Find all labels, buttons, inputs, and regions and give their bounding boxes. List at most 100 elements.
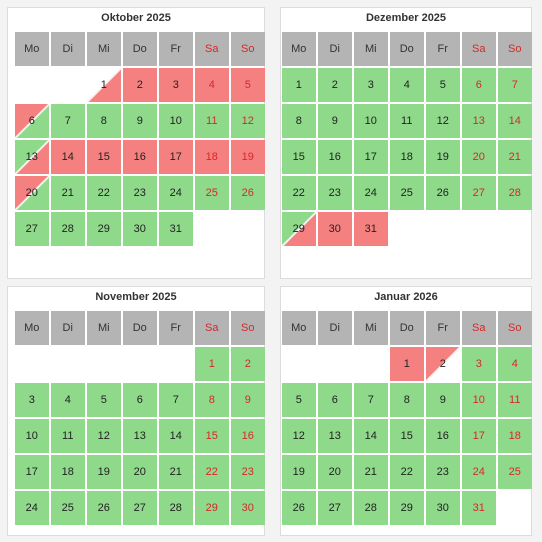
day-cell[interactable]: 15	[195, 419, 229, 453]
day-cell[interactable]: 7	[354, 383, 388, 417]
day-cell[interactable]: 24	[15, 491, 49, 525]
day-cell[interactable]: 8	[195, 383, 229, 417]
day-cell[interactable]: 1	[282, 68, 316, 102]
day-cell[interactable]: 13	[123, 419, 157, 453]
day-cell[interactable]: 15	[87, 140, 121, 174]
day-cell[interactable]: 31	[354, 212, 388, 246]
day-cell[interactable]: 14	[159, 419, 193, 453]
day-cell[interactable]: 17	[15, 455, 49, 489]
day-cell[interactable]: 19	[282, 455, 316, 489]
day-cell[interactable]: 7	[159, 383, 193, 417]
day-cell[interactable]: 11	[390, 104, 424, 138]
day-cell[interactable]: 29	[195, 491, 229, 525]
day-cell[interactable]: 10	[462, 383, 496, 417]
day-cell[interactable]: 1	[390, 347, 424, 381]
day-cell[interactable]: 4	[498, 347, 532, 381]
day-cell[interactable]: 10	[15, 419, 49, 453]
day-cell[interactable]: 2	[426, 347, 460, 381]
day-cell[interactable]: 9	[318, 104, 352, 138]
day-cell[interactable]: 23	[318, 176, 352, 210]
day-cell[interactable]: 9	[123, 104, 157, 138]
day-cell[interactable]: 30	[123, 212, 157, 246]
day-cell[interactable]: 5	[282, 383, 316, 417]
day-cell[interactable]: 26	[282, 491, 316, 525]
day-cell[interactable]: 21	[51, 176, 85, 210]
day-cell[interactable]: 17	[159, 140, 193, 174]
day-cell[interactable]: 13	[15, 140, 49, 174]
day-cell[interactable]: 19	[231, 140, 265, 174]
day-cell[interactable]: 23	[426, 455, 460, 489]
day-cell[interactable]: 2	[318, 68, 352, 102]
day-cell[interactable]: 18	[195, 140, 229, 174]
day-cell[interactable]: 2	[231, 347, 265, 381]
day-cell[interactable]: 20	[462, 140, 496, 174]
day-cell[interactable]: 16	[231, 419, 265, 453]
day-cell[interactable]: 27	[318, 491, 352, 525]
day-cell[interactable]: 22	[282, 176, 316, 210]
day-cell[interactable]: 3	[354, 68, 388, 102]
day-cell[interactable]: 15	[282, 140, 316, 174]
day-cell[interactable]: 6	[462, 68, 496, 102]
day-cell[interactable]: 9	[231, 383, 265, 417]
day-cell[interactable]: 6	[318, 383, 352, 417]
day-cell[interactable]: 3	[462, 347, 496, 381]
day-cell[interactable]: 16	[123, 140, 157, 174]
day-cell[interactable]: 19	[87, 455, 121, 489]
day-cell[interactable]: 22	[87, 176, 121, 210]
day-cell[interactable]: 26	[231, 176, 265, 210]
day-cell[interactable]: 20	[15, 176, 49, 210]
day-cell[interactable]: 7	[51, 104, 85, 138]
day-cell[interactable]: 1	[87, 68, 121, 102]
day-cell[interactable]: 14	[498, 104, 532, 138]
day-cell[interactable]: 30	[231, 491, 265, 525]
day-cell[interactable]: 12	[282, 419, 316, 453]
day-cell[interactable]: 17	[354, 140, 388, 174]
day-cell[interactable]: 26	[87, 491, 121, 525]
day-cell[interactable]: 8	[282, 104, 316, 138]
day-cell[interactable]: 20	[123, 455, 157, 489]
day-cell[interactable]: 19	[426, 140, 460, 174]
day-cell[interactable]: 21	[498, 140, 532, 174]
day-cell[interactable]: 8	[87, 104, 121, 138]
day-cell[interactable]: 29	[282, 212, 316, 246]
day-cell[interactable]: 8	[390, 383, 424, 417]
day-cell[interactable]: 11	[498, 383, 532, 417]
day-cell[interactable]: 13	[462, 104, 496, 138]
day-cell[interactable]: 23	[123, 176, 157, 210]
day-cell[interactable]: 4	[195, 68, 229, 102]
day-cell[interactable]: 12	[231, 104, 265, 138]
day-cell[interactable]: 24	[354, 176, 388, 210]
day-cell[interactable]: 5	[87, 383, 121, 417]
day-cell[interactable]: 14	[51, 140, 85, 174]
day-cell[interactable]: 25	[51, 491, 85, 525]
day-cell[interactable]: 6	[15, 104, 49, 138]
day-cell[interactable]: 6	[123, 383, 157, 417]
day-cell[interactable]: 16	[426, 419, 460, 453]
day-cell[interactable]: 2	[123, 68, 157, 102]
day-cell[interactable]: 16	[318, 140, 352, 174]
day-cell[interactable]: 17	[462, 419, 496, 453]
day-cell[interactable]: 22	[390, 455, 424, 489]
day-cell[interactable]: 12	[87, 419, 121, 453]
day-cell[interactable]: 10	[354, 104, 388, 138]
day-cell[interactable]: 27	[15, 212, 49, 246]
day-cell[interactable]: 15	[390, 419, 424, 453]
day-cell[interactable]: 18	[390, 140, 424, 174]
day-cell[interactable]: 11	[51, 419, 85, 453]
day-cell[interactable]: 31	[159, 212, 193, 246]
day-cell[interactable]: 3	[15, 383, 49, 417]
day-cell[interactable]: 27	[123, 491, 157, 525]
day-cell[interactable]: 11	[195, 104, 229, 138]
day-cell[interactable]: 29	[390, 491, 424, 525]
day-cell[interactable]: 10	[159, 104, 193, 138]
day-cell[interactable]: 20	[318, 455, 352, 489]
day-cell[interactable]: 13	[318, 419, 352, 453]
day-cell[interactable]: 23	[231, 455, 265, 489]
day-cell[interactable]: 21	[354, 455, 388, 489]
day-cell[interactable]: 26	[426, 176, 460, 210]
day-cell[interactable]: 30	[318, 212, 352, 246]
day-cell[interactable]: 12	[426, 104, 460, 138]
day-cell[interactable]: 28	[159, 491, 193, 525]
day-cell[interactable]: 24	[462, 455, 496, 489]
day-cell[interactable]: 28	[354, 491, 388, 525]
